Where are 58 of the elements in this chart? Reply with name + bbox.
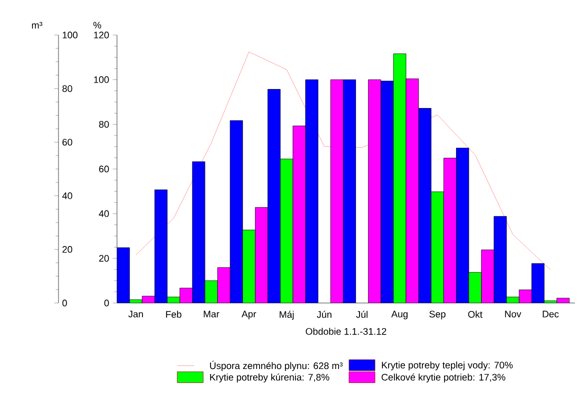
y2-tick-label: 100 <box>62 32 78 38</box>
x-tick-label: Feb <box>166 310 182 318</box>
legend-label: Krytie potreby teplej vody: 70% <box>382 361 513 370</box>
x-tick-label: Nov <box>505 310 522 318</box>
x-tick-label: Sep <box>429 310 446 320</box>
y-axis-title: % <box>93 22 102 28</box>
y2-axis-title: m³ <box>32 22 42 28</box>
bar <box>292 126 306 303</box>
x-tick-label: Okt <box>468 310 482 318</box>
bar <box>519 290 532 303</box>
x-axis-title: Obdobie 1.1.-31.12 <box>306 328 386 335</box>
bar <box>431 192 444 303</box>
y2-tick-label: 0 <box>62 300 67 306</box>
bar <box>255 207 268 303</box>
bar <box>481 250 494 303</box>
y-tick-label: 60 <box>99 166 109 172</box>
bar <box>494 216 507 303</box>
legend-label: Úspora zemného plynu: 628 m³ <box>210 360 343 371</box>
y2-tick-label: 80 <box>62 85 72 92</box>
y2-tick-label: 40 <box>62 192 72 200</box>
y2-tick-label: 60 <box>62 138 72 146</box>
bar <box>305 80 318 303</box>
bar <box>418 108 432 303</box>
bar <box>444 158 456 303</box>
bar <box>531 263 544 303</box>
bar <box>218 267 230 303</box>
x-tick-label: Dec <box>542 310 559 318</box>
bar <box>330 80 344 303</box>
x-tick-label: Júl <box>356 310 368 318</box>
bar <box>280 158 293 303</box>
y-tick-label: 100 <box>94 76 109 84</box>
bar <box>468 272 482 303</box>
x-tick-label: Jan <box>128 310 143 318</box>
legend-label: Krytie potreby kúrenia: 7,8% <box>210 373 330 382</box>
y-tick-label: 80 <box>99 120 109 128</box>
bar <box>406 78 419 303</box>
bar <box>380 81 394 303</box>
x-tick-label: Mar <box>204 310 220 318</box>
bar <box>368 80 381 303</box>
y-tick-label: 20 <box>99 254 109 262</box>
bar <box>242 230 256 303</box>
x-tick-label: Jún <box>316 310 332 318</box>
y-tick-label: 0 <box>104 300 109 306</box>
x-tick-label: Aug <box>391 310 408 320</box>
x-tick-label: Apr <box>242 310 256 320</box>
bar <box>154 190 168 303</box>
bar <box>393 54 406 303</box>
bar <box>268 89 280 303</box>
y-tick-label: 120 <box>94 32 109 38</box>
bar <box>343 80 356 303</box>
x-tick-label: Máj <box>280 310 294 320</box>
bar <box>117 248 130 303</box>
y-tick-label: 40 <box>98 210 109 218</box>
bar <box>230 120 243 303</box>
legend-label: Celkové krytie potrieb: 17,3% <box>382 373 506 382</box>
bar <box>192 162 205 303</box>
bar <box>456 148 469 303</box>
y2-tick-label: 20 <box>62 246 72 253</box>
